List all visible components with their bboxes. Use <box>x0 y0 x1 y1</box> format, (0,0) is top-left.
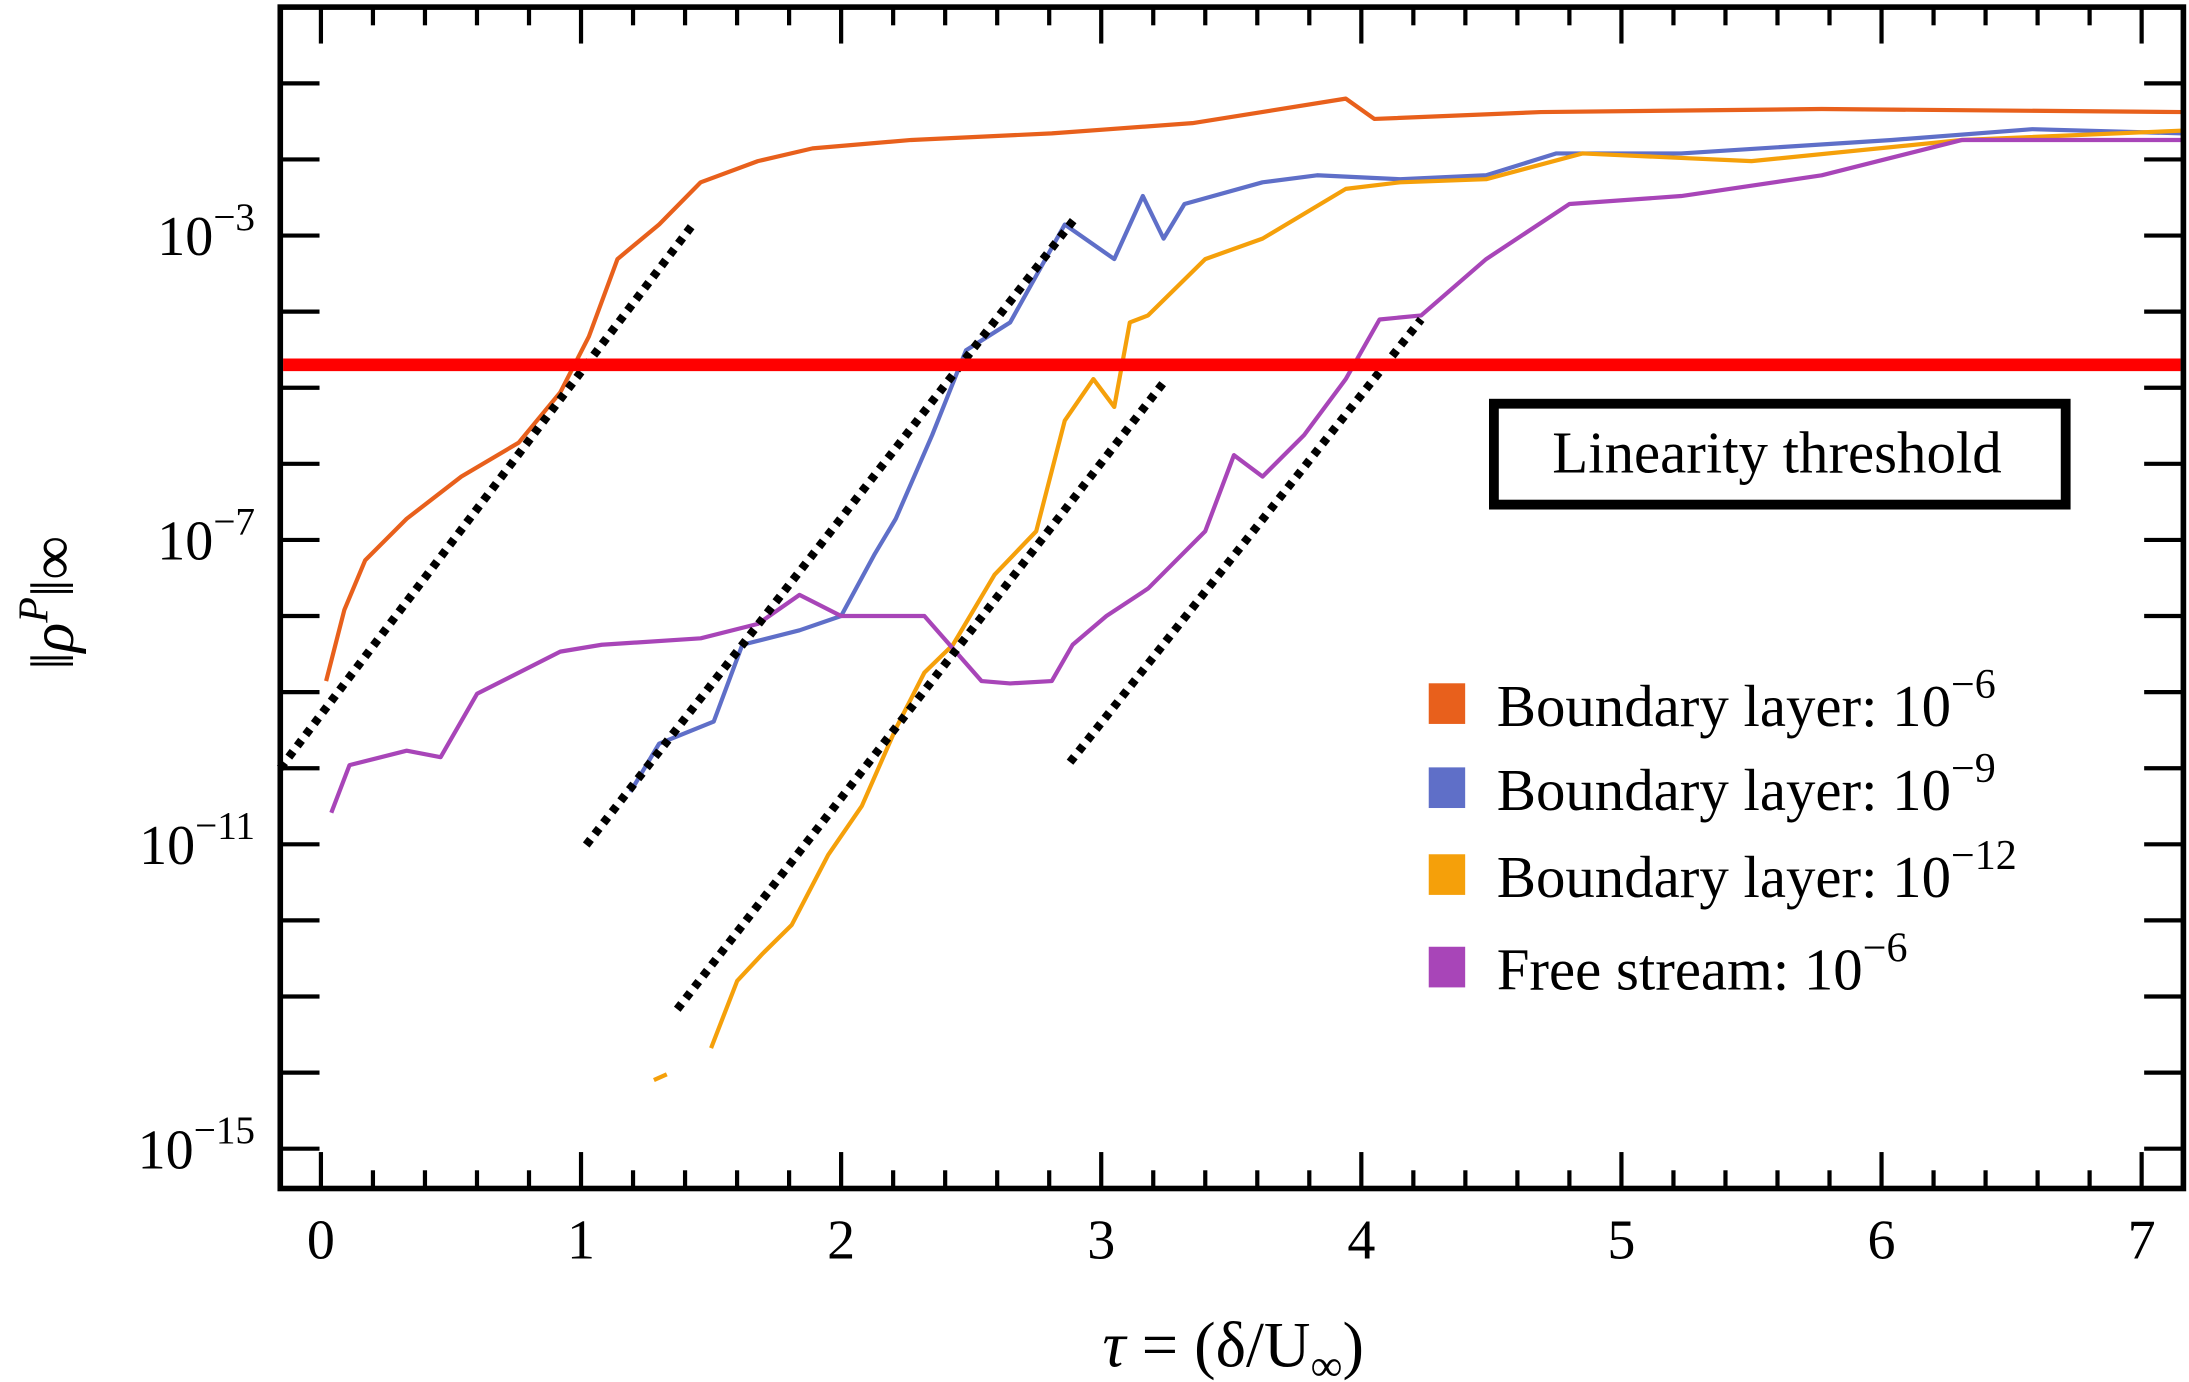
y-tick-exponent: −15 <box>194 1109 255 1152</box>
y-tick-base: 10 <box>139 815 195 877</box>
x-tick-label: 4 <box>1347 1210 1375 1272</box>
y-tick-base: 10 <box>138 1119 194 1181</box>
legend-item: Boundary layer: 10−6 <box>1428 662 1996 739</box>
y-tick-exponent: −7 <box>213 500 255 543</box>
legend-label-base: Boundary layer: 10 <box>1497 758 1951 823</box>
series-line-0 <box>324 96 2184 682</box>
plot-frame <box>277 4 2187 1192</box>
series-line-1 <box>628 127 2184 793</box>
x-tick-label: 0 <box>307 1210 335 1272</box>
legend-label: Boundary layer: 10−12 <box>1497 833 2017 910</box>
threshold-label: Linearity threshold <box>1552 420 2001 485</box>
legend-swatch <box>1428 767 1466 809</box>
legend-item: Free stream: 10−6 <box>1428 925 1908 1003</box>
legend-label: Boundary layer: 10−6 <box>1497 662 1996 739</box>
y-tick-base: 10 <box>157 511 213 573</box>
x-axis-label: τ = (δ/U∞) <box>1103 1309 1364 1382</box>
legend-label-base: Boundary layer: 10 <box>1497 845 1951 910</box>
growth-reference-line <box>582 215 1079 848</box>
legend-label-exponent: −12 <box>1951 833 2017 879</box>
series-line-2 <box>653 128 2184 1082</box>
x-tick-label: 1 <box>567 1210 595 1272</box>
series-line-3 <box>329 137 2184 814</box>
x-tick-label: 5 <box>1607 1210 1635 1272</box>
growth-reference-line <box>673 376 1170 1012</box>
legend-label: Boundary layer: 10−9 <box>1497 746 1996 823</box>
x-tick-labels: 0 1 2 3 4 5 6 7 <box>307 1210 2156 1272</box>
series-group <box>324 96 2184 1082</box>
legend-label-base: Boundary layer: 10 <box>1497 674 1951 739</box>
y-tick-label: 10−7 <box>157 500 255 572</box>
legend-label: Free stream: 10−6 <box>1497 925 1908 1002</box>
legend-item: Boundary layer: 10−12 <box>1428 833 2017 910</box>
y-tick-label: 10−3 <box>157 196 255 268</box>
x-tick-label: 7 <box>2128 1210 2156 1272</box>
growth-reference-line <box>1066 316 1425 765</box>
x-tick-label: 2 <box>827 1210 855 1272</box>
x-tick-label: 6 <box>1868 1210 1896 1272</box>
y-tick-exponent: −11 <box>195 805 255 848</box>
legend-swatch <box>1428 946 1466 988</box>
y-tick-label: 10−15 <box>138 1109 255 1181</box>
legend-swatch <box>1428 683 1466 724</box>
y-tick-base: 10 <box>157 206 213 268</box>
axis-ticks <box>280 7 2184 1189</box>
growth-reference-line <box>276 221 697 771</box>
legend-item: Boundary layer: 10−9 <box>1428 746 1996 823</box>
y-tick-label: 10−11 <box>139 805 255 877</box>
y-axis-label: ‖ρP‖∞ <box>12 536 87 670</box>
legend-label-exponent: −6 <box>1863 925 1908 971</box>
threshold-label-box: Linearity threshold <box>1488 398 2071 510</box>
legend-label-base: Free stream: 10 <box>1497 938 1863 1003</box>
legend-label-exponent: −6 <box>1951 662 1996 708</box>
x-tick-label: 3 <box>1087 1210 1115 1272</box>
legend-swatch <box>1428 854 1466 895</box>
y-tick-exponent: −3 <box>213 196 255 239</box>
legend-label-exponent: −9 <box>1951 746 1996 792</box>
reference-lines <box>276 215 1425 1012</box>
